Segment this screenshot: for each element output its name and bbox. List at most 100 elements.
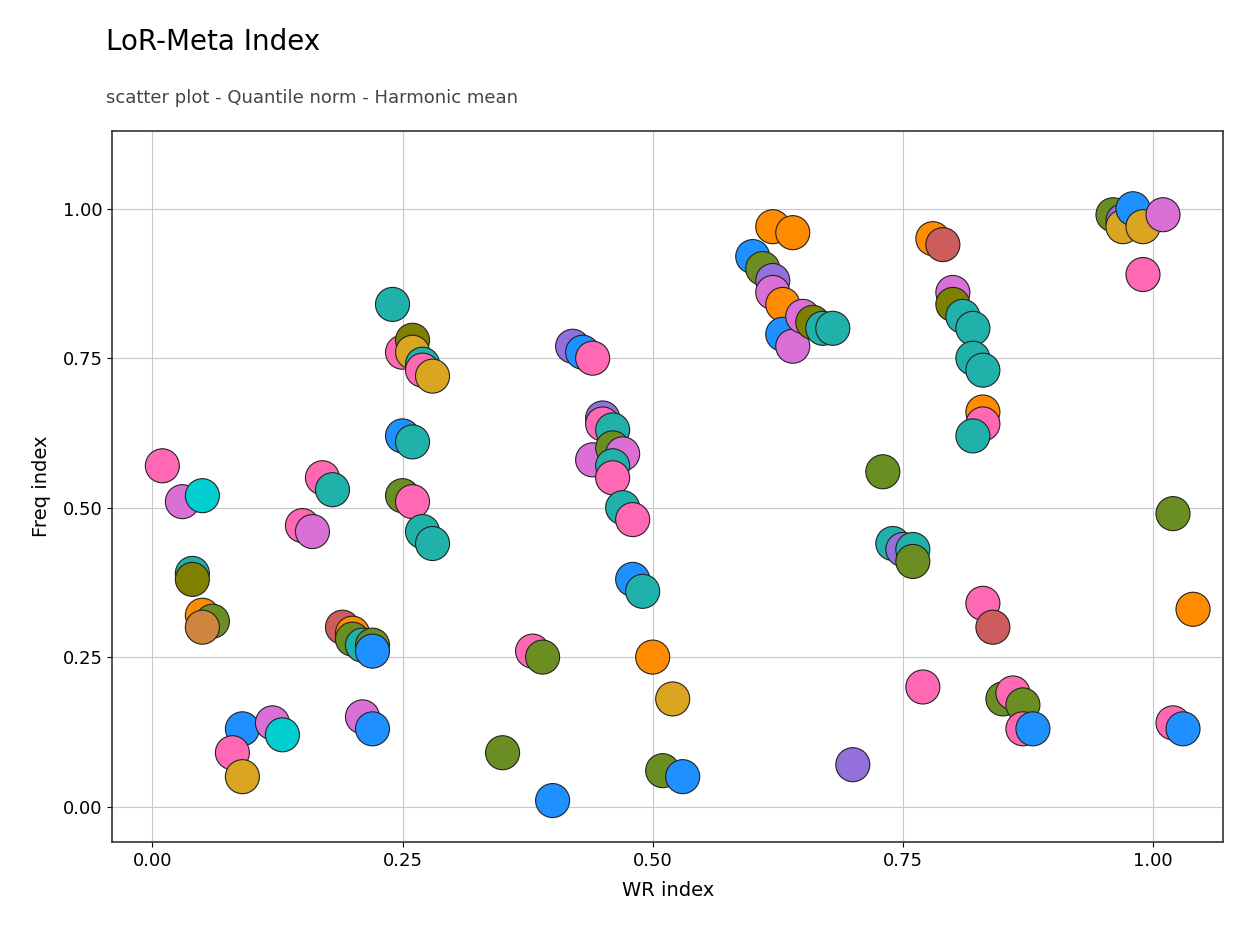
Point: [763, 273, 782, 288]
Point: [222, 745, 242, 760]
Point: [912, 680, 932, 695]
Point: [842, 757, 862, 772]
Point: [352, 637, 372, 652]
Point: [902, 554, 922, 569]
Point: [322, 482, 342, 497]
Y-axis label: Freq index: Freq index: [32, 436, 51, 537]
Point: [192, 607, 212, 622]
Point: [583, 452, 603, 467]
Point: [892, 542, 912, 557]
Point: [593, 417, 613, 431]
Text: LoR-Meta Index: LoR-Meta Index: [106, 28, 321, 56]
Point: [603, 422, 623, 437]
Point: [1163, 715, 1183, 730]
Point: [1153, 207, 1173, 222]
Point: [1173, 722, 1193, 737]
Point: [332, 620, 352, 635]
Point: [1103, 207, 1123, 222]
Point: [763, 285, 782, 300]
Point: [973, 362, 993, 377]
Point: [413, 524, 433, 539]
Point: [1123, 201, 1143, 216]
Point: [623, 572, 643, 587]
Point: [152, 459, 172, 474]
Point: [633, 584, 653, 599]
Point: [743, 249, 763, 264]
Point: [882, 536, 902, 551]
Point: [362, 644, 382, 659]
Point: [262, 715, 282, 730]
Point: [182, 566, 202, 581]
Point: [782, 226, 802, 241]
Point: [613, 446, 633, 461]
Point: [872, 464, 892, 479]
Point: [1023, 722, 1043, 737]
Point: [753, 261, 773, 276]
Point: [963, 351, 983, 366]
Point: [563, 339, 583, 354]
Point: [1163, 506, 1183, 521]
Point: [393, 344, 413, 359]
Point: [493, 745, 513, 760]
Point: [603, 440, 623, 455]
Point: [1113, 219, 1133, 234]
Point: [902, 542, 922, 557]
Point: [413, 362, 433, 377]
Point: [613, 500, 633, 515]
Point: [362, 637, 382, 652]
Point: [583, 351, 603, 366]
Point: [792, 309, 812, 324]
Point: [403, 333, 423, 348]
Point: [773, 327, 792, 342]
Point: [172, 494, 192, 509]
Point: [973, 596, 993, 611]
Point: [533, 650, 553, 665]
Point: [623, 512, 643, 527]
Point: [202, 614, 222, 629]
Point: [192, 489, 212, 504]
Point: [272, 727, 292, 742]
Point: [393, 489, 413, 504]
Point: [983, 620, 1003, 635]
Point: [963, 321, 983, 336]
Point: [943, 285, 963, 300]
Point: [232, 769, 252, 784]
Point: [413, 357, 433, 372]
Point: [922, 231, 942, 246]
X-axis label: WR index: WR index: [622, 881, 714, 900]
Point: [362, 722, 382, 737]
Point: [423, 536, 443, 551]
Point: [182, 572, 202, 587]
Point: [403, 434, 423, 449]
Point: [1133, 219, 1153, 234]
Point: [232, 722, 252, 737]
Point: [782, 339, 802, 354]
Point: [1013, 722, 1033, 737]
Point: [1113, 213, 1133, 228]
Point: [1003, 685, 1023, 700]
Point: [973, 404, 993, 419]
Point: [312, 470, 332, 485]
Point: [963, 429, 983, 444]
Point: [573, 344, 593, 359]
Point: [1133, 267, 1153, 282]
Point: [773, 297, 792, 312]
Point: [393, 429, 413, 444]
Point: [302, 524, 322, 539]
Point: [973, 417, 993, 431]
Point: [953, 309, 973, 324]
Point: [383, 297, 403, 312]
Point: [763, 219, 782, 234]
Point: [192, 620, 212, 635]
Point: [822, 321, 842, 336]
Point: [352, 709, 372, 724]
Point: [292, 519, 312, 534]
Point: [403, 344, 423, 359]
Point: [643, 650, 663, 665]
Point: [1183, 602, 1203, 617]
Point: [403, 494, 423, 509]
Point: [342, 632, 362, 647]
Point: [673, 769, 693, 784]
Point: [653, 763, 673, 778]
Point: [543, 793, 563, 808]
